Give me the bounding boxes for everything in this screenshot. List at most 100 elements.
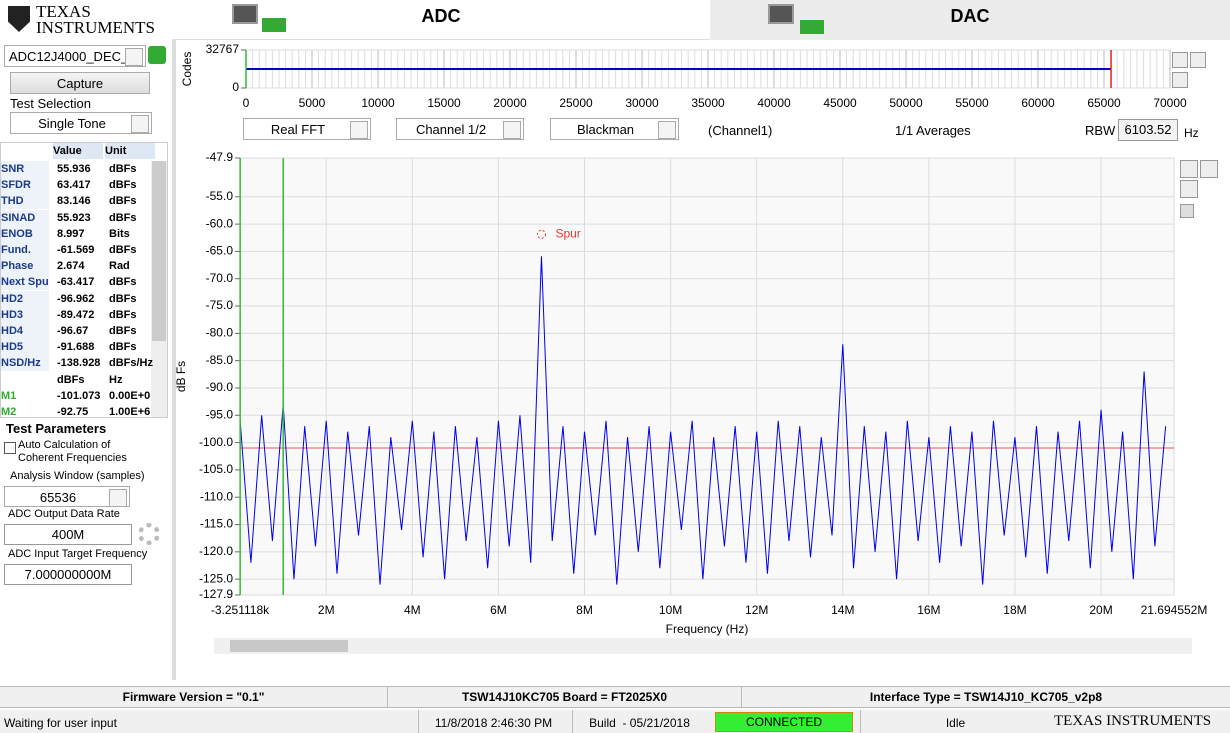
data-line bbox=[239, 256, 1167, 585]
checkbox[interactable] bbox=[4, 442, 16, 454]
y-tick-label: -90.0 bbox=[206, 380, 234, 394]
y-tick-label: -120.0 bbox=[199, 544, 233, 558]
table-cell: dBFs bbox=[109, 341, 137, 354]
x-tick-label: 65000 bbox=[1087, 96, 1121, 110]
y-tick-label: 32767 bbox=[206, 42, 240, 56]
x-tick-label: 40000 bbox=[757, 96, 791, 110]
status-message: Waiting for user input bbox=[4, 716, 117, 730]
table-cell: NSD/Hz bbox=[1, 355, 49, 372]
x-tick-label: 21.694552M bbox=[1141, 603, 1208, 617]
table-cell: dBFs bbox=[109, 276, 137, 289]
table-cell: -92.75 bbox=[57, 406, 89, 418]
table-cell: dBFs bbox=[109, 292, 137, 305]
x-tick-label: 20000 bbox=[493, 96, 527, 110]
zoom-tool[interactable] bbox=[1180, 160, 1198, 178]
fft-mode-select[interactable]: Real FFT bbox=[243, 118, 371, 140]
tab-adc[interactable]: ADC bbox=[172, 0, 710, 40]
annotation: Spur bbox=[555, 226, 580, 240]
table-cell: dBFs bbox=[109, 244, 137, 256]
y-tick-label: -47.9 bbox=[206, 150, 234, 164]
y-tick-label: -65.0 bbox=[206, 244, 234, 258]
gear-icon[interactable] bbox=[138, 523, 160, 545]
x-tick-label: 14M bbox=[831, 603, 854, 617]
tab-dac[interactable]: DAC bbox=[710, 0, 1230, 40]
hand-tool[interactable] bbox=[1172, 72, 1188, 88]
state: Idle bbox=[860, 710, 1050, 733]
target-frequency-input[interactable]: 7.000000000M bbox=[4, 564, 132, 585]
rbw-unit: Hz bbox=[1184, 126, 1199, 140]
rbw-label: RBW bbox=[1085, 123, 1116, 138]
y-tick-label: -125.0 bbox=[199, 571, 233, 585]
y-tick-label: -95.0 bbox=[206, 407, 234, 421]
x-tick-label: 50000 bbox=[889, 96, 923, 110]
logo-text: TEXAS INSTRUMENTS bbox=[36, 4, 156, 36]
output-rate-input[interactable]: 400M bbox=[4, 524, 132, 545]
table-cell: dBFs bbox=[109, 179, 137, 192]
x-tick-label: 18M bbox=[1003, 603, 1026, 617]
x-tick-label: 60000 bbox=[1021, 96, 1055, 110]
x-tick-label: 0 bbox=[243, 96, 250, 110]
table-cell: -96.67 bbox=[57, 325, 89, 337]
x-tick-label: 25000 bbox=[559, 96, 593, 110]
load-icon[interactable] bbox=[148, 46, 166, 64]
hand-tool[interactable] bbox=[1180, 180, 1198, 198]
table-cell: dBFs bbox=[109, 325, 137, 337]
table-cell: -101.073 bbox=[57, 389, 101, 402]
table-cell: HD4 bbox=[1, 323, 49, 339]
table-cell: dBFs bbox=[109, 308, 137, 321]
separator bbox=[172, 40, 176, 680]
analysis-window-select[interactable]: 65536 bbox=[4, 486, 130, 507]
channel-info: (Channel1) bbox=[708, 123, 773, 138]
column-header: Hz bbox=[109, 373, 123, 386]
field-label: Analysis Window (samples) bbox=[10, 470, 145, 482]
x-tick-label: 5000 bbox=[299, 96, 326, 110]
y-tick-label: -127.9 bbox=[199, 587, 233, 601]
zoom-tool[interactable] bbox=[1172, 52, 1188, 68]
table-cell: -91.688 bbox=[57, 341, 95, 354]
x-tick-label: 6M bbox=[490, 603, 507, 617]
column-header: Unit bbox=[105, 143, 155, 159]
table-cell: dBFs bbox=[109, 211, 137, 224]
table-cell: 55.936 bbox=[57, 163, 91, 175]
interface: Interface Type = TSW14J10_KC705_v2p8 bbox=[869, 690, 1103, 704]
table-cell: Bits bbox=[109, 227, 130, 240]
y-tick-label: -115.0 bbox=[200, 517, 233, 531]
x-tick-label: 8M bbox=[576, 603, 593, 617]
reset-tool[interactable] bbox=[1180, 204, 1194, 218]
scrollbar[interactable] bbox=[214, 638, 1192, 654]
table-cell: 55.923 bbox=[57, 211, 91, 224]
tab-icon bbox=[768, 4, 828, 38]
table-cell: 2.674 bbox=[57, 260, 85, 273]
channel-select[interactable]: Channel 1/2 bbox=[396, 118, 524, 140]
table-cell: 8.997 bbox=[57, 227, 85, 240]
x-tick-label: 45000 bbox=[823, 96, 857, 110]
y-tick-label: -110.0 bbox=[200, 489, 233, 503]
x-tick-label: 55000 bbox=[955, 96, 989, 110]
table-cell: -89.472 bbox=[57, 308, 95, 321]
x-tick-label: 15000 bbox=[427, 96, 461, 110]
field-label: ADC Input Target Frequency bbox=[8, 548, 148, 560]
x-tick-label: 16M bbox=[917, 603, 940, 617]
x-tick-label: 12M bbox=[745, 603, 768, 617]
x-tick-label: 10000 bbox=[361, 96, 395, 110]
test-selection[interactable]: Single Tone bbox=[10, 112, 152, 134]
y-tick-label: -75.0 bbox=[206, 298, 234, 312]
bottom-bar: Waiting for user input 11/8/2018 2:46:30… bbox=[0, 710, 1230, 733]
device-select[interactable]: ADC12J4000_DEC_4 bbox=[4, 45, 146, 67]
window-select[interactable]: Blackman bbox=[550, 118, 679, 140]
pan-tool[interactable] bbox=[1190, 52, 1206, 68]
pan-tool[interactable] bbox=[1200, 160, 1218, 178]
rbw-value: 6103.52 bbox=[1118, 119, 1178, 141]
table-cell: HD5 bbox=[1, 339, 49, 356]
table-cell: -63.417 bbox=[57, 276, 95, 289]
y-axis-label: Codes bbox=[180, 52, 194, 87]
tab-icon bbox=[232, 4, 288, 36]
x-tick-label: 10M bbox=[659, 603, 682, 617]
capture-button[interactable]: Capture bbox=[10, 72, 150, 94]
y-tick-label: -55.0 bbox=[206, 189, 234, 203]
field-label: ADC Output Data Rate bbox=[8, 508, 120, 520]
y-tick-label: 0 bbox=[232, 80, 239, 94]
y-tick-label: -100.0 bbox=[199, 435, 233, 449]
board: TSW14J10KC705 Board = FT2025X0 bbox=[388, 687, 742, 707]
